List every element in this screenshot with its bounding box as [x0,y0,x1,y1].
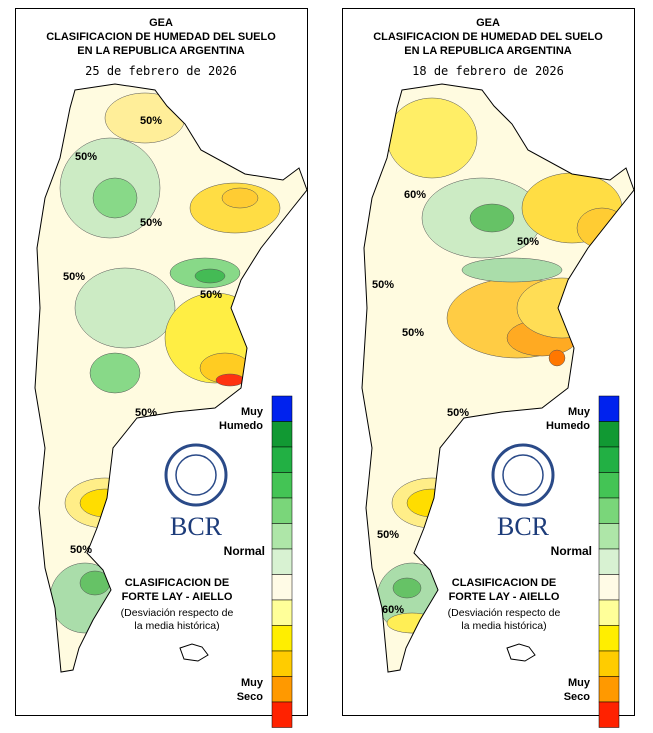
moisture-area [221,187,259,209]
legend-swatch [271,421,293,448]
legend-swatch [271,395,293,422]
contour-label: 50% [402,327,424,339]
moisture-area [392,577,422,599]
classification-title: FORTE LAY - AIELLO [449,591,560,603]
legend-label: Humedo [546,420,590,432]
classification-note: (Desviación respecto de [121,607,234,619]
contour-label: 50% [447,407,469,419]
legend-swatch [271,497,293,524]
contour-label: 50% [372,279,394,291]
moisture-area [74,267,176,349]
legend-label: Seco [564,691,591,703]
legend-swatch [598,497,620,524]
header-text: EN LA REPUBLICA ARGENTINA [77,45,245,57]
moisture-area [215,373,245,387]
contour-label: 50% [200,289,222,301]
legend-swatch [271,676,293,703]
legend-swatch [598,701,620,728]
moisture-area [89,352,141,394]
header-text: EN LA REPUBLICA ARGENTINA [404,45,572,57]
legend-swatch [598,548,620,575]
legend-swatch [271,446,293,473]
logo-seal-inner [502,454,544,496]
map-panel: GEA CLASIFICACION DE HUMEDAD DEL SUELO EN … [15,8,308,728]
legend-label: Muy [241,677,264,689]
legend-swatch [598,625,620,652]
classification-title: CLASIFICACION DE [452,577,557,589]
map-panel: GEA CLASIFICACION DE HUMEDAD DEL SUELO EN … [342,8,635,728]
moisture-area [194,268,226,284]
contour-label: 50% [140,115,162,127]
header-text: GEA [476,17,500,29]
classification-title: CLASIFICACION DE [125,577,230,589]
legend-swatch [271,574,293,601]
moisture-area [469,203,515,233]
islands [506,643,536,662]
legend-swatch [271,625,293,652]
legend-swatch [598,472,620,499]
moisture-area [461,257,563,283]
country-outline [361,83,635,673]
legend-swatch [271,701,293,728]
legend-swatch [598,676,620,703]
contour-label: 60% [382,604,404,616]
legend-swatch [598,421,620,448]
legend-swatch [598,650,620,677]
contour-label: 50% [135,407,157,419]
classification-note: (Desviación respecto de [448,607,561,619]
contour-label: 50% [75,151,97,163]
moisture-area [92,177,138,219]
logo-seal-inner [175,454,217,496]
legend-swatch [598,446,620,473]
header-text: CLASIFICACION DE HUMEDAD DEL SUELO [373,31,603,43]
logo-seal [164,443,228,507]
map-date: 25 de febrero de 2026 [85,64,237,78]
classification-note: la media histórica) [134,620,219,632]
legend-label: Humedo [219,420,263,432]
islands [179,643,209,662]
contour-label: 50% [63,271,85,283]
legend-swatch [271,472,293,499]
logo-text: BCR [497,512,550,541]
country-outline [34,83,308,673]
classification-title: FORTE LAY - AIELLO [122,591,233,603]
legend-label: Muy [568,677,591,689]
legend-swatch [271,650,293,677]
header-text: CLASIFICACION DE HUMEDAD DEL SUELO [46,31,276,43]
legend-label: Seco [237,691,264,703]
legend-label: Normal [551,544,592,558]
contour-label: 60% [404,189,426,201]
contour-label: 50% [140,217,162,229]
map-date: 18 de febrero de 2026 [412,64,564,78]
legend-swatch [598,574,620,601]
logo-text: BCR [170,512,223,541]
logo-seal [491,443,555,507]
moisture-area [548,349,566,367]
legend-swatch [271,523,293,550]
moisture-area [386,97,478,179]
contour-label: 50% [70,544,92,556]
header-text: GEA [149,17,173,29]
moisture-areas [376,97,628,669]
legend-label: Muy [241,406,264,418]
contour-label: 50% [517,236,539,248]
contour-label: 50% [377,529,399,541]
legend-swatch [598,599,620,626]
classification-note: la media histórica) [461,620,546,632]
legend-swatch [598,523,620,550]
legend-swatch [271,599,293,626]
legend-label: Normal [224,544,265,558]
legend-label: Muy [568,406,591,418]
legend-swatch [271,548,293,575]
legend-swatch [598,395,620,422]
